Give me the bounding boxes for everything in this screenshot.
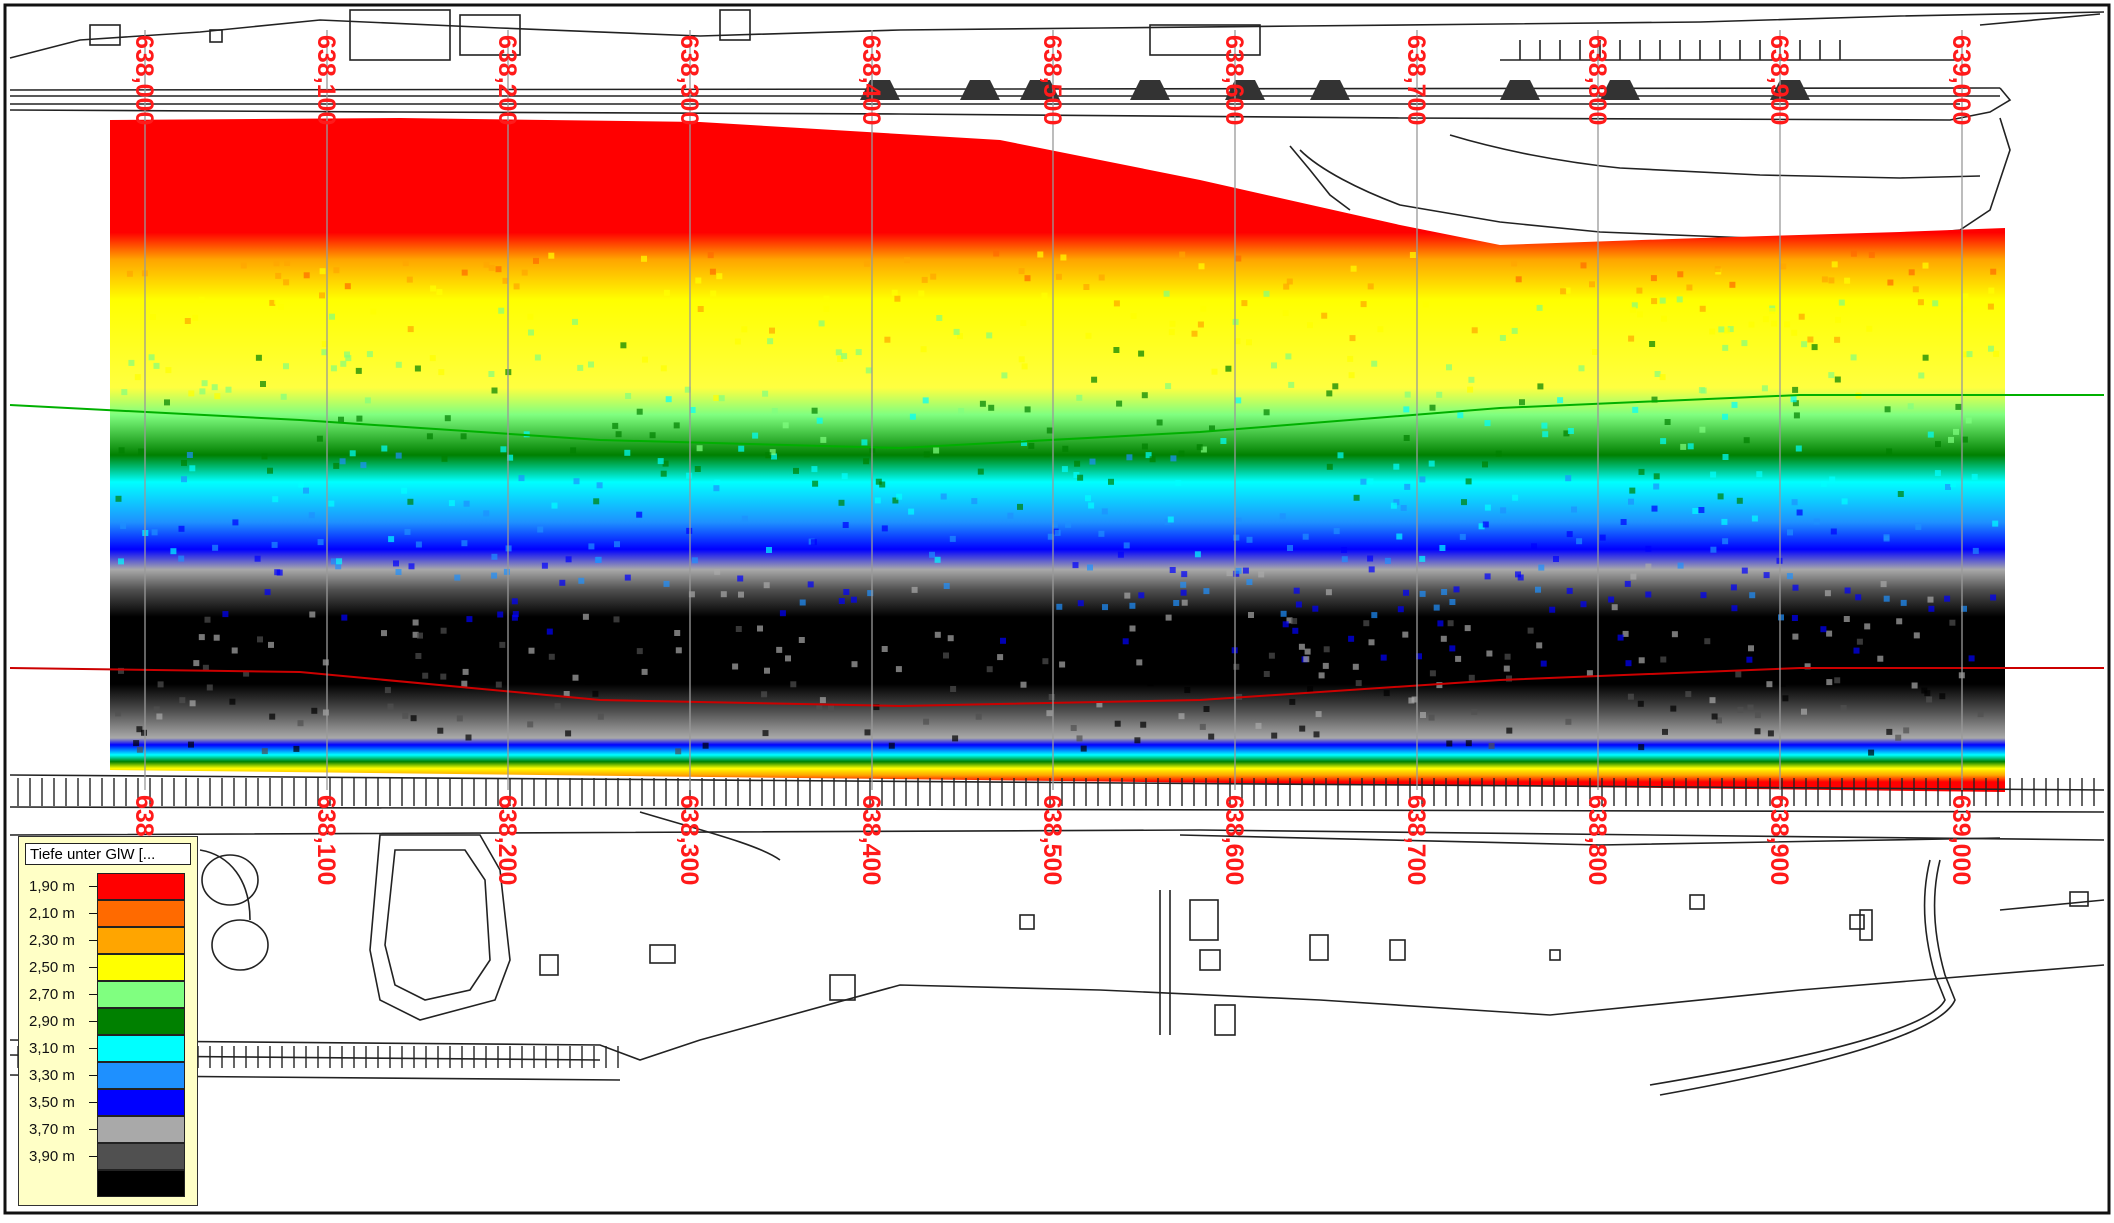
kilometer-label-top: 638,800 [1583,35,1611,125]
legend-row: 3,90 m [19,1143,199,1170]
legend-row: 3,10 m [19,1035,199,1062]
legend-label: 3,70 m [29,1121,75,1138]
legend-tick [89,967,97,968]
kilometer-label-bottom: 638,800 [1583,795,1611,885]
kilometer-label-bottom: 638,600 [1220,795,1248,885]
legend-tick [89,913,97,914]
legend-tick [89,940,97,941]
legend-tick [89,1075,97,1076]
legend-tick [89,1021,97,1022]
legend-tick [89,994,97,995]
kilometer-label-top: 638,700 [1402,35,1430,125]
legend-label: 2,70 m [29,986,75,1003]
legend-swatch [97,1008,185,1035]
legend-swatch [97,1035,185,1062]
legend-row: 2,50 m [19,954,199,981]
depth-raster [110,118,2005,792]
kilometer-label-top: 638,200 [493,35,521,125]
legend-label: 3,30 m [29,1067,75,1084]
legend-row: 2,30 m [19,927,199,954]
legend-swatch [97,900,185,927]
reference-lines [9,394,2104,708]
legend-label: 2,30 m [29,932,75,949]
kilometer-label-top: 638,300 [675,35,703,125]
kilometer-label-top: 638,500 [1038,35,1066,125]
legend-label: 2,90 m [29,1013,75,1030]
legend-row: 2,90 m [19,1008,199,1035]
legend-swatch [97,981,185,1008]
legend-swatch [97,873,185,900]
depth-legend: Tiefe unter GlW [... 1,90 m 2,10 m 2,30 m 2… [18,836,198,1206]
kilometer-label-bottom: 638,200 [493,795,521,885]
kilometer-label-bottom: 638,400 [857,795,885,885]
kilometer-label-top: 638,400 [857,35,885,125]
legend-swatch [97,1170,185,1197]
kilometer-labels-top: 638,000 638,100 638,200 638,300 638,400 638,5… [130,35,1975,125]
kilometer-label-top: 638,000 [130,35,158,125]
kilometer-label-top: 638,900 [1765,35,1793,125]
legend-tick [89,886,97,887]
legend-swatch [97,1143,185,1170]
kilometer-label-top: 638,600 [1220,35,1248,125]
legend-tick [89,1048,97,1049]
legend-label: 2,50 m [29,959,75,976]
legend-swatch [97,1089,185,1116]
legend-row: 3,50 m [19,1089,199,1116]
lower-reference-line [9,667,2104,708]
kilometer-label-bottom: 638,300 [675,795,703,885]
legend-row: 3,70 m [19,1116,199,1143]
kilometer-label-top: 639,000 [1947,35,1975,125]
upper-reference-line [9,394,2104,450]
legend-tick [89,1129,97,1130]
legend-row [19,1170,199,1197]
legend-row: 1,90 m [19,873,199,900]
legend-label: 3,50 m [29,1094,75,1111]
legend-label: 2,10 m [29,905,75,922]
legend-swatch [97,1062,185,1089]
legend-swatch [97,927,185,954]
legend-label: 3,10 m [29,1040,75,1057]
legend-row: 3,30 m [19,1062,199,1089]
kilometer-label-bottom: 639,000 [1947,795,1975,885]
kilometer-label-bottom: 638,900 [1765,795,1793,885]
legend-label: 3,90 m [29,1148,75,1165]
legend-row: 2,10 m [19,900,199,927]
legend-label: 1,90 m [29,878,75,895]
legend-row: 2,70 m [19,981,199,1008]
legend-swatch [97,954,185,981]
bottom-bank-linework [9,774,2105,1096]
kilometer-lines [144,30,1963,790]
legend-title: Tiefe unter GlW [... [25,843,191,865]
kilometer-label-bottom: 638,100 [312,795,340,885]
legend-tick [89,1102,97,1103]
legend-swatch [97,1116,185,1143]
kilometer-label-top: 638,100 [312,35,340,125]
legend-tick [89,1156,97,1157]
kilometer-label-bottom: 638,700 [1402,795,1430,885]
kilometer-label-bottom: 638,500 [1038,795,1066,885]
